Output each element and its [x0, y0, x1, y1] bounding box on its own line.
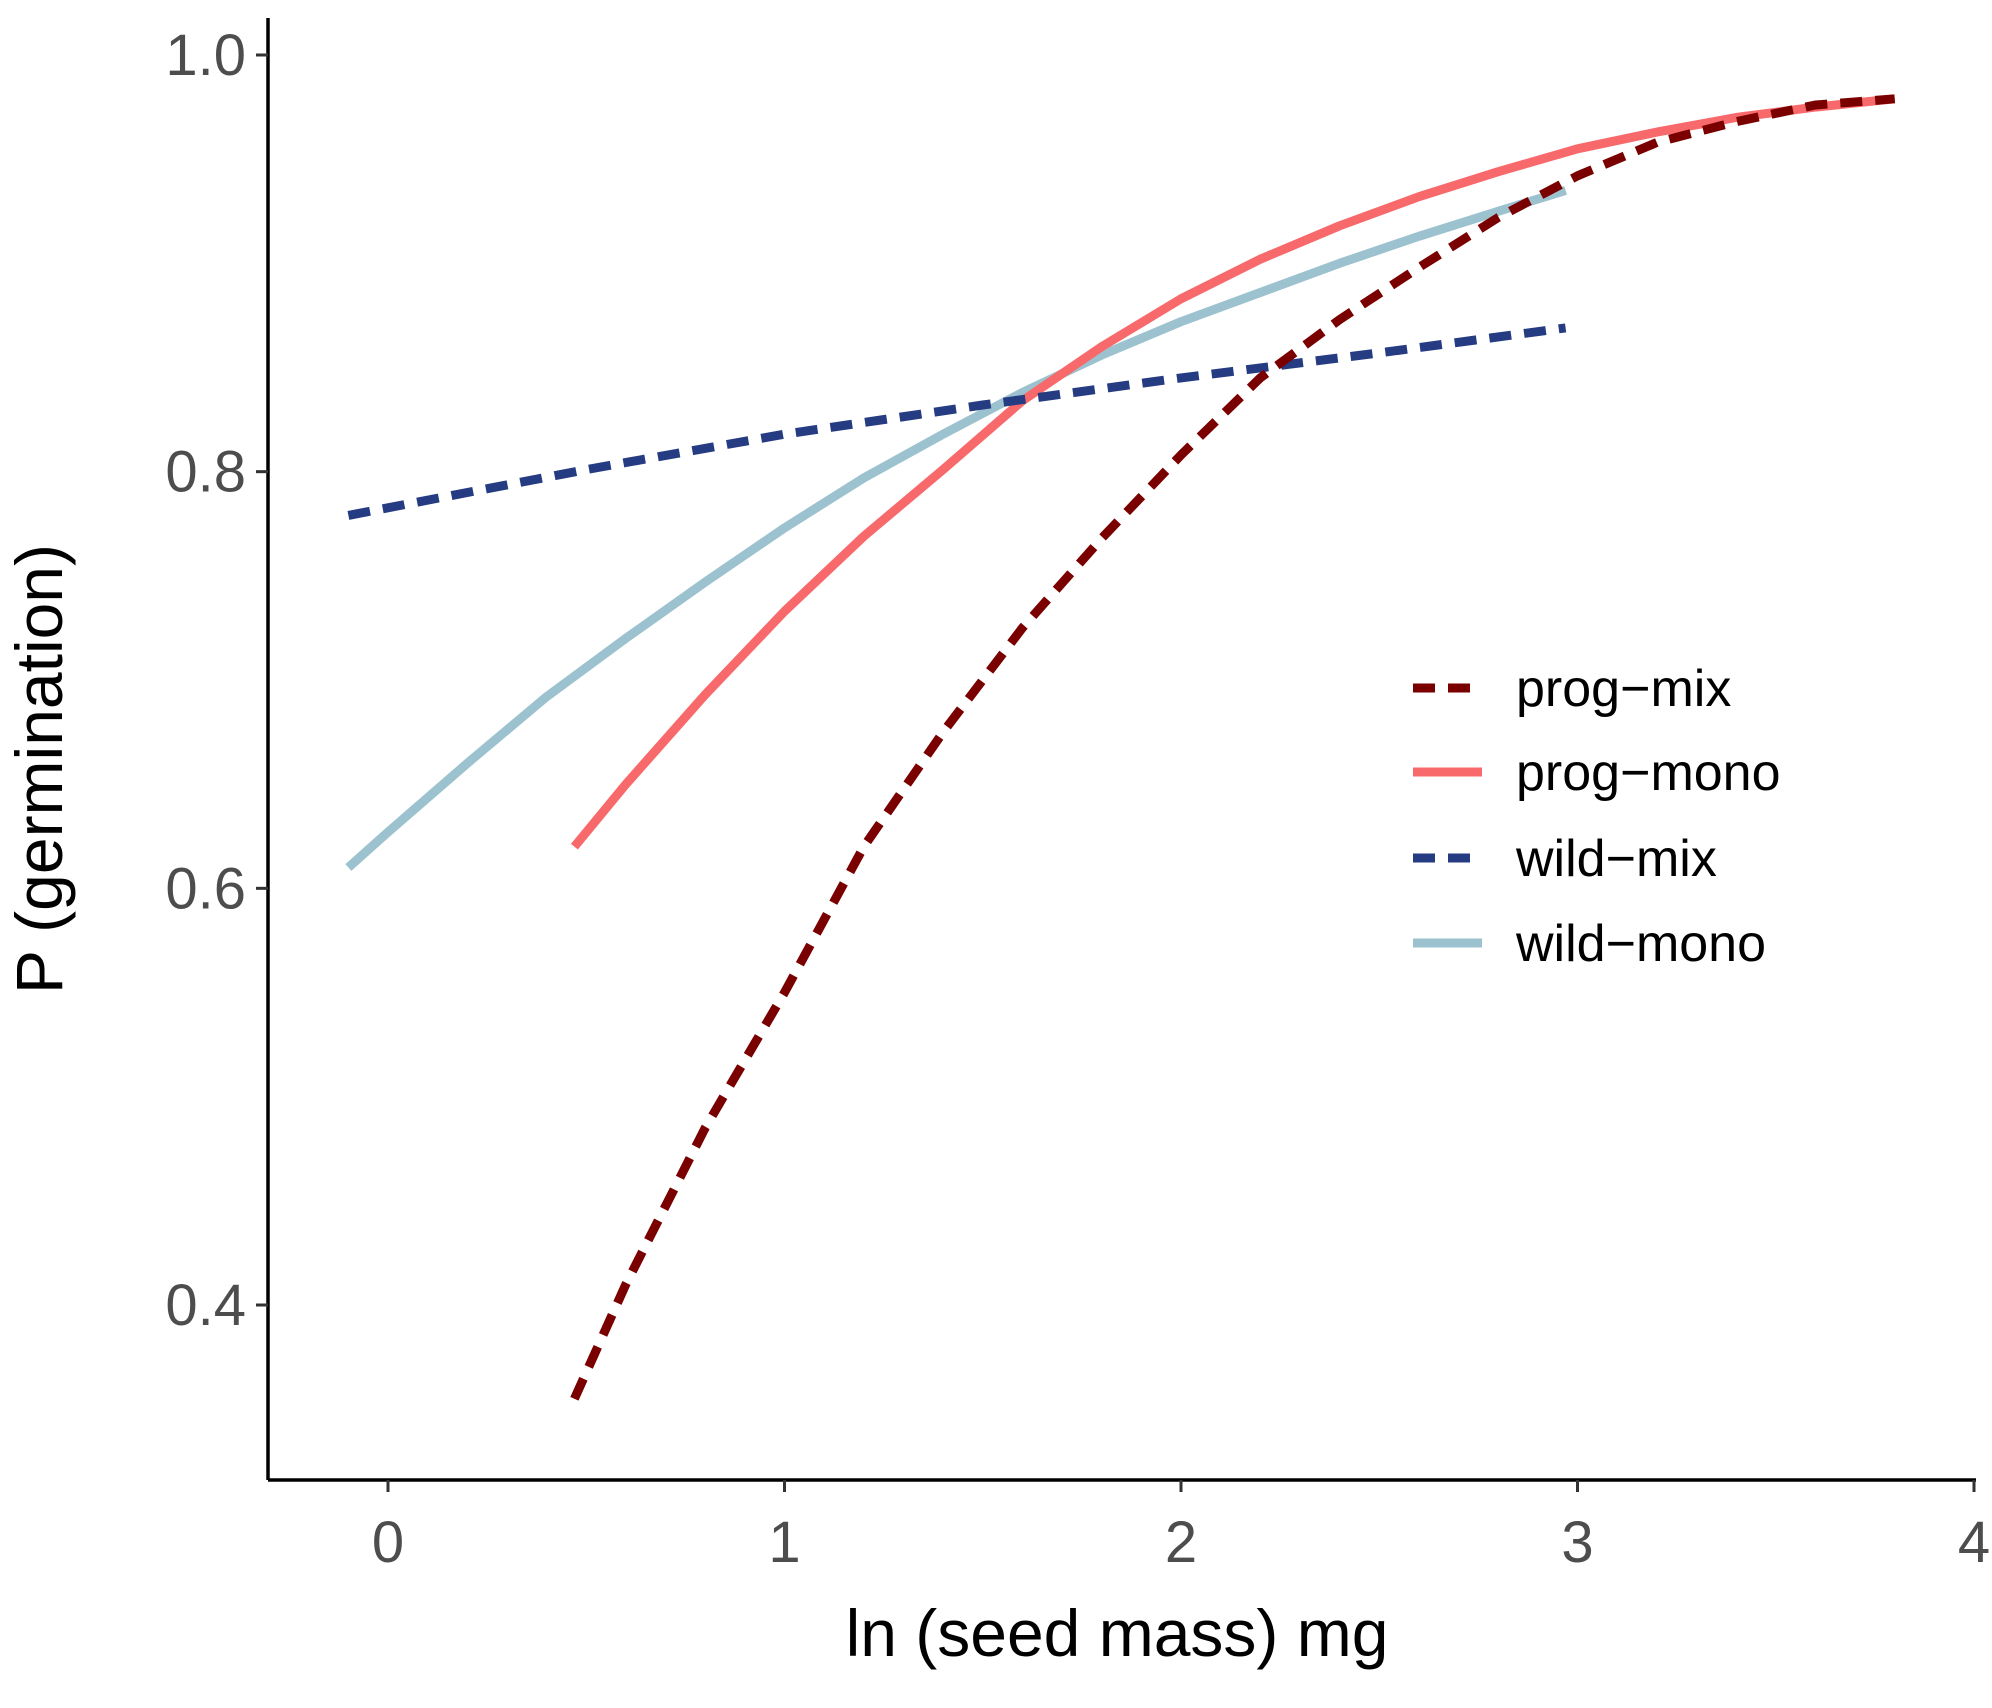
x-axis-ticks: 0 1 2 3 4	[372, 1480, 1990, 1575]
x-tick-label: 1	[768, 1510, 800, 1575]
y-axis-ticks: 0.4 0.6 0.8 1.0	[165, 23, 268, 1338]
series-line-1	[570, 94, 1896, 850]
x-axis-title: ln (seed mass) mg	[846, 1596, 1389, 1670]
y-axis-title: P (germination)	[2, 544, 76, 994]
y-tick-label: 1.0	[165, 23, 246, 88]
y-tick-label: 0.8	[165, 440, 246, 505]
series-line-2	[347, 323, 1567, 520]
legend: prog−mix prog−mono wild−mix wild−mono	[1413, 660, 1781, 973]
x-tick-label: 2	[1165, 1510, 1197, 1575]
series-line-0	[570, 94, 1896, 1401]
legend-label-1: prog−mono	[1516, 744, 1781, 802]
legend-label-0: prog−mix	[1516, 660, 1731, 718]
x-tick-label: 3	[1561, 1510, 1593, 1575]
y-tick-label: 0.4	[165, 1273, 246, 1338]
x-tick-label: 0	[372, 1510, 404, 1575]
x-tick-label: 4	[1958, 1510, 1990, 1575]
y-tick-label: 0.6	[165, 856, 246, 921]
legend-label-3: wild−mono	[1515, 915, 1766, 973]
legend-label-2: wild−mix	[1515, 830, 1717, 888]
series-layer	[345, 94, 1896, 1401]
series-line-3	[345, 186, 1567, 871]
